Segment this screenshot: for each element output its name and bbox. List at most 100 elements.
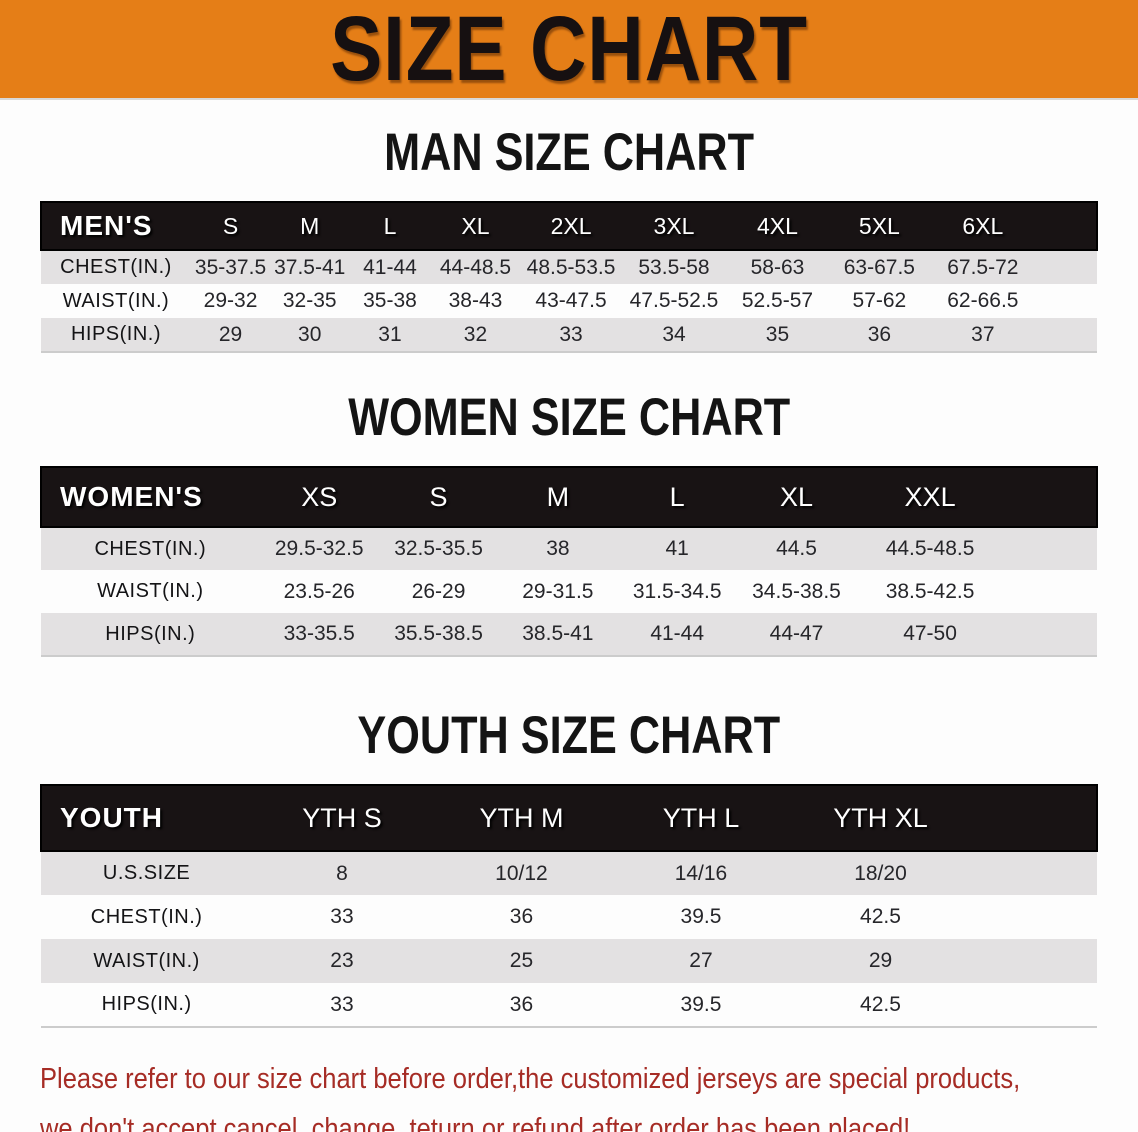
size-value-cell: 29-32 — [203, 289, 258, 312]
size-value-cell: 18/20 — [854, 861, 907, 885]
size-value-cell: 33 — [330, 905, 354, 928]
size-column-header: YTH L — [662, 802, 740, 833]
measurement-row-label: HIPS(IN.) — [105, 622, 196, 645]
size-value-cell: 33 — [330, 992, 354, 1016]
measurement-row-label: CHEST(IN.) — [60, 256, 172, 278]
size-value-cell: 10/12 — [495, 861, 548, 885]
table-group-label: MEN'S — [60, 210, 153, 241]
size-value-cell: 31.5-34.5 — [632, 579, 722, 603]
section-heading-youth-text: YOUTH SIZE CHART — [357, 704, 781, 765]
size-value-cell: 36 — [509, 992, 534, 1016]
size-value-cell: 14/16 — [674, 861, 728, 885]
page-title: SIZE CHART — [330, 0, 808, 100]
section-heading-women: WOMEN SIZE CHART — [0, 386, 1138, 447]
measurement-row-label: WAIST(IN.) — [93, 949, 200, 972]
table-row: CHEST(IN.) 29.5-32.5 32.5-35.5 38 41 44.5 44.5… — [41, 527, 1097, 570]
table-row: WAIST(IN.) 29-32 32-35 35-38 38-43 43-47.5 47.… — [41, 284, 1097, 318]
table-row: CHEST(IN.) 35-37.5 37.5-41 41-44 44-48.5 48.5… — [41, 250, 1097, 284]
table-row: HIPS(IN.) 33-35.5 35.5-38.5 38.5-41 41-44 44-… — [41, 613, 1097, 656]
size-value-cell: 27 — [689, 949, 713, 972]
size-value-cell: 38.5-42.5 — [885, 579, 975, 603]
section-heading-youth: YOUTH SIZE CHART — [0, 704, 1138, 765]
measurement-row-label: HIPS(IN.) — [101, 993, 192, 1015]
size-value-cell: 34 — [662, 322, 686, 346]
size-column-header: 2XL — [550, 212, 592, 239]
size-value-cell: 53.5-58 — [638, 255, 710, 279]
size-value-cell: 47.5-52.5 — [629, 289, 719, 312]
size-column-header: YTH S — [302, 802, 382, 833]
size-value-cell: 44.5-48.5 — [885, 537, 975, 560]
size-value-cell: 23.5-26 — [283, 579, 355, 603]
size-column-header: 5XL — [858, 212, 900, 239]
measurement-row-label: U.S.SIZE — [102, 862, 191, 884]
measurement-row-label: WAIST(IN.) — [62, 289, 170, 312]
size-value-cell: 37.5-41 — [274, 255, 346, 279]
row-filler — [1036, 284, 1097, 318]
size-value-cell: 30 — [298, 322, 322, 346]
section-heading-men: MAN SIZE CHART — [0, 121, 1138, 182]
size-column-header: M — [546, 481, 570, 512]
section-heading-women-text: WOMEN SIZE CHART — [347, 386, 790, 447]
row-filler — [970, 939, 1097, 983]
size-value-cell: 25 — [509, 949, 534, 972]
table-row: CHEST(IN.) 33 36 39.5 42.5 — [41, 895, 1097, 939]
row-filler — [1004, 613, 1097, 656]
size-value-cell: 52.5-57 — [741, 289, 814, 312]
size-value-cell: 41-44 — [363, 255, 417, 279]
row-filler — [970, 851, 1097, 895]
size-column-header: XS — [301, 481, 338, 512]
disclaimer-line-1: Please refer to our size chart before or… — [40, 1063, 1021, 1095]
size-value-cell: 36 — [509, 905, 534, 928]
size-column-header: XL — [461, 212, 490, 239]
header-filler — [1036, 202, 1097, 250]
table-row: WAIST(IN.) 23.5-26 26-29 29-31.5 31.5-34.5 34… — [41, 570, 1097, 613]
disclaimer-note: Please refer to our size chart before or… — [40, 1054, 1138, 1132]
size-value-cell: 39.5 — [680, 992, 722, 1016]
size-value-cell: 43-47.5 — [535, 289, 607, 312]
size-value-cell: 41 — [665, 537, 689, 560]
size-value-cell: 63-67.5 — [843, 255, 915, 279]
size-value-cell: 44-48.5 — [439, 255, 512, 279]
table-group-label: YOUTH — [60, 802, 163, 833]
size-value-cell: 39.5 — [680, 905, 722, 928]
size-column-header: YTH XL — [833, 802, 928, 833]
size-value-cell: 32.5-35.5 — [394, 537, 483, 560]
header-filler — [970, 785, 1097, 851]
table-header-row: WOMEN'S XS S M L XL XXL — [41, 467, 1097, 527]
row-filler — [1036, 250, 1097, 284]
row-filler — [1036, 318, 1097, 352]
size-column-header: S — [429, 481, 448, 512]
header-filler — [1004, 467, 1097, 527]
size-value-cell: 32 — [463, 322, 488, 346]
size-column-header: S — [222, 212, 239, 239]
size-column-header: 6XL — [962, 212, 1004, 239]
section-heading-men-text: MAN SIZE CHART — [384, 121, 754, 182]
size-value-cell: 32-35 — [282, 289, 337, 312]
size-value-cell: 44.5 — [776, 537, 817, 560]
size-value-cell: 67.5-72 — [947, 255, 1019, 279]
size-value-cell: 29 — [868, 949, 893, 972]
size-value-cell: 31 — [378, 322, 402, 346]
table-row: HIPS(IN.) 29 30 31 32 33 34 35 36 37 — [41, 318, 1097, 352]
size-column-header: 3XL — [653, 212, 695, 239]
size-value-cell: 57-62 — [852, 289, 907, 312]
size-value-cell: 41-44 — [650, 622, 705, 645]
size-value-cell: 35-38 — [363, 289, 417, 312]
youth-size-table: YOUTH YTH S YTH M YTH L YTH XL U.S.SIZE 8 10/12… — [40, 784, 1098, 1028]
size-value-cell: 29-31.5 — [522, 579, 594, 603]
row-filler — [970, 895, 1097, 939]
size-value-cell: 34.5-38.5 — [752, 579, 841, 603]
measurement-row-label: HIPS(IN.) — [70, 323, 161, 345]
size-column-header: XXL — [904, 481, 956, 512]
size-value-cell: 44-47 — [769, 622, 824, 645]
table-header-row: YOUTH YTH S YTH M YTH L YTH XL — [41, 785, 1097, 851]
measurement-row-label: CHEST(IN.) — [90, 905, 203, 928]
size-value-cell: 62-66.5 — [947, 289, 1019, 312]
size-value-cell: 38.5-41 — [522, 622, 594, 645]
size-value-cell: 26-29 — [411, 579, 466, 603]
size-column-header: L — [383, 212, 397, 239]
size-column-header: 4XL — [757, 212, 798, 239]
row-filler — [1004, 527, 1097, 570]
size-value-cell: 48.5-53.5 — [526, 255, 616, 279]
size-value-cell: 8 — [336, 861, 348, 885]
